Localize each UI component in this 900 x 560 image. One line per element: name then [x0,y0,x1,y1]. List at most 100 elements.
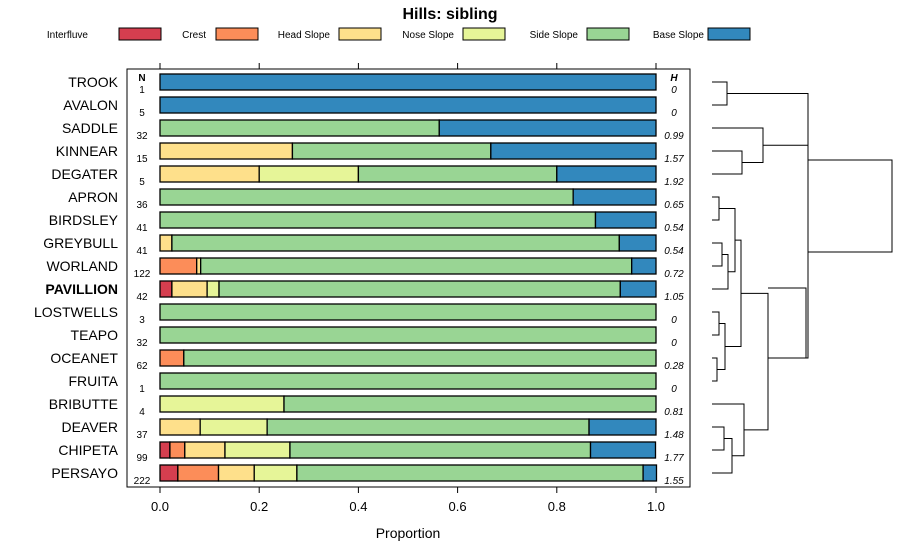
h-value-persayo: 1.55 [664,476,684,487]
bar-chipeta-interfluve [159,441,171,459]
n-value-apron: 36 [136,200,148,211]
bar-persayo-interfluve [159,464,179,482]
x-tick-label-3: 0.6 [449,499,467,514]
bar-worland-side-slope [200,257,633,275]
n-value-birdsley: 41 [136,223,148,234]
row-label-degater: DEGATER [51,166,118,182]
h-value-saddle: 0.99 [664,131,684,142]
legend-label-nose-slope: Nose Slope [402,30,454,41]
bar-persayo-base-slope [642,464,658,482]
dendro-link-deaver-chipeta [712,426,725,451]
bar-avalon-base-slope [159,96,657,114]
n-value-fruita: 1 [139,384,145,395]
n-value-deaver: 37 [136,430,148,441]
bar-bributte-side-slope [283,395,657,413]
row-label-greybull: GREYBULL [43,235,118,251]
dendro-link-kinnear-degater [712,150,743,175]
bar-oceanet-crest [159,349,185,367]
n-value-worland: 122 [134,269,151,280]
bar-worland-base-slope [631,257,657,275]
bar-fruita-side-slope [159,372,657,390]
n-value-saddle: 32 [136,131,148,142]
row-label-saddle: SADDLE [62,120,118,136]
bar-birdsley-side-slope [159,211,597,229]
bar-persayo-head-slope [217,464,255,482]
h-value-apron: 0.65 [664,200,684,211]
row-label-kinnear: KINNEAR [56,143,118,159]
dendro-link-upper [727,93,809,146]
row-label-persayo: PERSAYO [51,465,118,481]
n-value-trook: 1 [139,85,145,96]
h-value-avalon: 0 [671,108,677,119]
dendro-link-lostwells-fruita [717,323,726,370]
row-label-deaver: DEAVER [61,419,118,435]
dendro-link-mid-stem [806,119,809,359]
dendro-link-oceanet-fruita [712,357,718,382]
bar-deaver-head-slope [159,418,201,436]
bar-pavillion-nose-slope [206,280,220,298]
dendro-link-lower-join [768,287,807,359]
n-value-persayo: 222 [134,476,151,487]
row-label-teapo: TEAPO [71,327,119,343]
n-value-avalon: 5 [139,108,145,119]
bar-kinnear-head-slope [159,142,294,160]
bar-deaver-nose-slope [199,418,268,436]
row-label-pavillion: PAVILLION [45,281,118,297]
bar-bributte-nose-slope [159,395,285,413]
bar-greybull-base-slope [618,234,657,252]
legend-swatch-interfluve [118,27,162,41]
n-column-header: N [138,73,145,84]
bar-trook-base-slope [159,73,657,91]
x-tick-label-2: 0.4 [349,499,367,514]
row-label-oceanet: OCEANET [50,350,118,366]
h-column-header: H [670,73,678,84]
dendro-link-apron-pavillion [719,208,736,273]
bar-degater-nose-slope [258,165,360,183]
bar-birdsley-base-slope [594,211,657,229]
n-value-pavillion: 42 [136,292,148,303]
h-value-pavillion: 1.05 [664,292,684,303]
bar-pavillion-base-slope [619,280,657,298]
bar-degater-head-slope [159,165,260,183]
bar-lostwells-side-slope [159,303,657,321]
h-value-degater: 1.92 [664,177,684,188]
x-tick-label-1: 0.2 [250,499,268,514]
bar-pavillion-head-slope [171,280,208,298]
bar-greybull-side-slope [171,234,620,252]
legend-swatch-side-slope [586,27,630,41]
h-value-oceanet: 0.28 [664,361,684,372]
bar-persayo-nose-slope [253,464,298,482]
legend: Interfluve Crest Head Slope Nose Slope Side … [47,27,751,41]
legend-label-side-slope: Side Slope [530,30,579,41]
x-tick-label-0: 0.0 [151,499,169,514]
row-label-lostwells: LOSTWELLS [34,304,118,320]
n-value-degater: 5 [139,177,145,188]
h-value-trook: 0 [671,85,677,96]
dendro-link-worland-pavillion [712,254,729,290]
legend-swatch-head-slope [338,27,382,41]
bar-teapo-side-slope [159,326,657,344]
x-tick-label-5: 1.0 [647,499,665,514]
x-axis: 0.0 0.2 0.4 0.6 0.8 1.0 [151,63,665,514]
n-value-chipeta: 99 [136,453,148,464]
bar-deaver-side-slope [266,418,590,436]
row-label-apron: APRON [68,189,118,205]
h-value-teapo: 0 [671,338,677,349]
bar-persayo-crest [177,464,220,482]
dendro-link-saddle-group [712,127,764,163]
legend-label-head-slope: Head Slope [278,30,331,41]
row-label-fruita: FRUITA [68,373,118,389]
legend-label-interfluve: Interfluve [47,30,89,41]
h-value-bributte: 0.81 [664,407,683,418]
dendro-link-mid [725,239,742,347]
h-value-worland: 0.72 [664,269,684,280]
bar-kinnear-base-slope [490,142,657,160]
bar-persayo-side-slope [296,464,644,482]
bar-pavillion-side-slope [218,280,621,298]
bar-oceanet-side-slope [183,349,657,367]
bar-chipeta-base-slope [589,441,657,459]
bar-degater-base-slope [556,165,657,183]
h-value-deaver: 1.48 [664,430,684,441]
